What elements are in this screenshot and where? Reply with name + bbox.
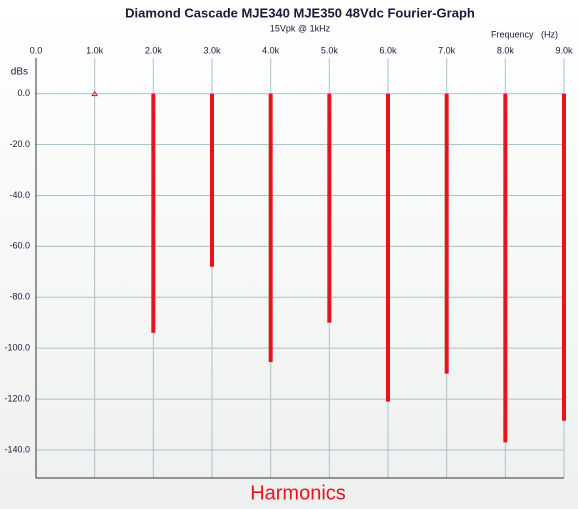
y-tick-label: -140.0 — [4, 444, 30, 454]
x-tick-label: 2.0k — [145, 45, 163, 55]
y-axis-label: dBs — [11, 67, 28, 78]
y-tick-label: -120.0 — [4, 393, 30, 403]
x-tick-label: 5.0k — [321, 45, 339, 55]
y-tick-label: -20.0 — [9, 139, 30, 149]
x-axis-label: Frequency (Hz) — [491, 29, 558, 39]
x-tick-label: 0.0 — [30, 45, 43, 55]
x-tick-label: 4.0k — [262, 45, 280, 55]
x-tick-label: 3.0k — [203, 45, 221, 55]
y-tick-label: -100.0 — [4, 343, 30, 353]
y-tick-label: -40.0 — [9, 190, 30, 200]
x-tick-label: 7.0k — [438, 45, 456, 55]
y-tick-label: -80.0 — [9, 292, 30, 302]
x-tick-label: 1.0k — [86, 45, 104, 55]
y-tick-label: 0.0 — [17, 88, 30, 98]
chart-title: Diamond Cascade MJE340 MJE350 48Vdc Four… — [125, 5, 475, 20]
x-tick-label: 9.0k — [555, 45, 573, 55]
x-tick-label: 8.0k — [497, 45, 515, 55]
chart-subtitle: 15Vpk @ 1kHz — [270, 23, 331, 33]
y-tick-label: -60.0 — [9, 241, 30, 251]
annotation: Harmonics — [250, 482, 346, 504]
x-tick-label: 6.0k — [379, 45, 397, 55]
fundamental-marker — [91, 90, 99, 97]
